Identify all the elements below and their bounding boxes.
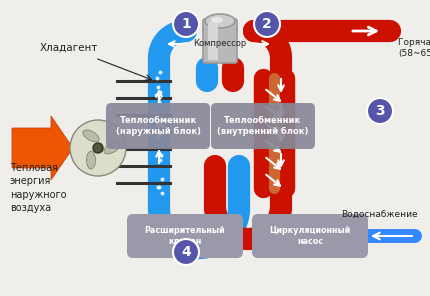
- Polygon shape: [12, 116, 73, 180]
- Text: 2: 2: [262, 17, 272, 31]
- FancyBboxPatch shape: [252, 214, 368, 258]
- Ellipse shape: [211, 17, 223, 23]
- Circle shape: [254, 11, 280, 37]
- FancyBboxPatch shape: [203, 19, 237, 63]
- Text: Горячая вода
(58~65°C): Горячая вода (58~65°C): [398, 38, 430, 58]
- Circle shape: [367, 98, 393, 124]
- Circle shape: [70, 120, 126, 176]
- Text: 4: 4: [181, 245, 191, 259]
- FancyBboxPatch shape: [106, 103, 210, 149]
- Text: Теплообменник
(наружный блок): Теплообменник (наружный блок): [116, 116, 200, 136]
- Circle shape: [173, 239, 199, 265]
- Text: 3: 3: [375, 104, 385, 118]
- Text: Расширительный
клапан: Расширительный клапан: [144, 226, 225, 246]
- Circle shape: [93, 143, 103, 153]
- Ellipse shape: [86, 151, 95, 169]
- FancyBboxPatch shape: [208, 22, 218, 60]
- Text: Компрессор: Компрессор: [194, 38, 247, 47]
- FancyBboxPatch shape: [127, 214, 243, 258]
- Ellipse shape: [104, 142, 120, 154]
- Text: Тепловая
энергия
наружного
воздуха: Тепловая энергия наружного воздуха: [10, 163, 67, 213]
- FancyBboxPatch shape: [211, 103, 315, 149]
- Ellipse shape: [83, 130, 99, 142]
- Ellipse shape: [205, 14, 235, 28]
- Text: Циркуляционный
насос: Циркуляционный насос: [269, 226, 350, 246]
- Text: Теплообменник
(внутренний блок): Теплообменник (внутренний блок): [217, 116, 309, 136]
- Text: Водоснабжение: Водоснабжение: [341, 210, 418, 218]
- Text: 1: 1: [181, 17, 191, 31]
- Text: Хладагент: Хладагент: [40, 43, 98, 53]
- Circle shape: [173, 11, 199, 37]
